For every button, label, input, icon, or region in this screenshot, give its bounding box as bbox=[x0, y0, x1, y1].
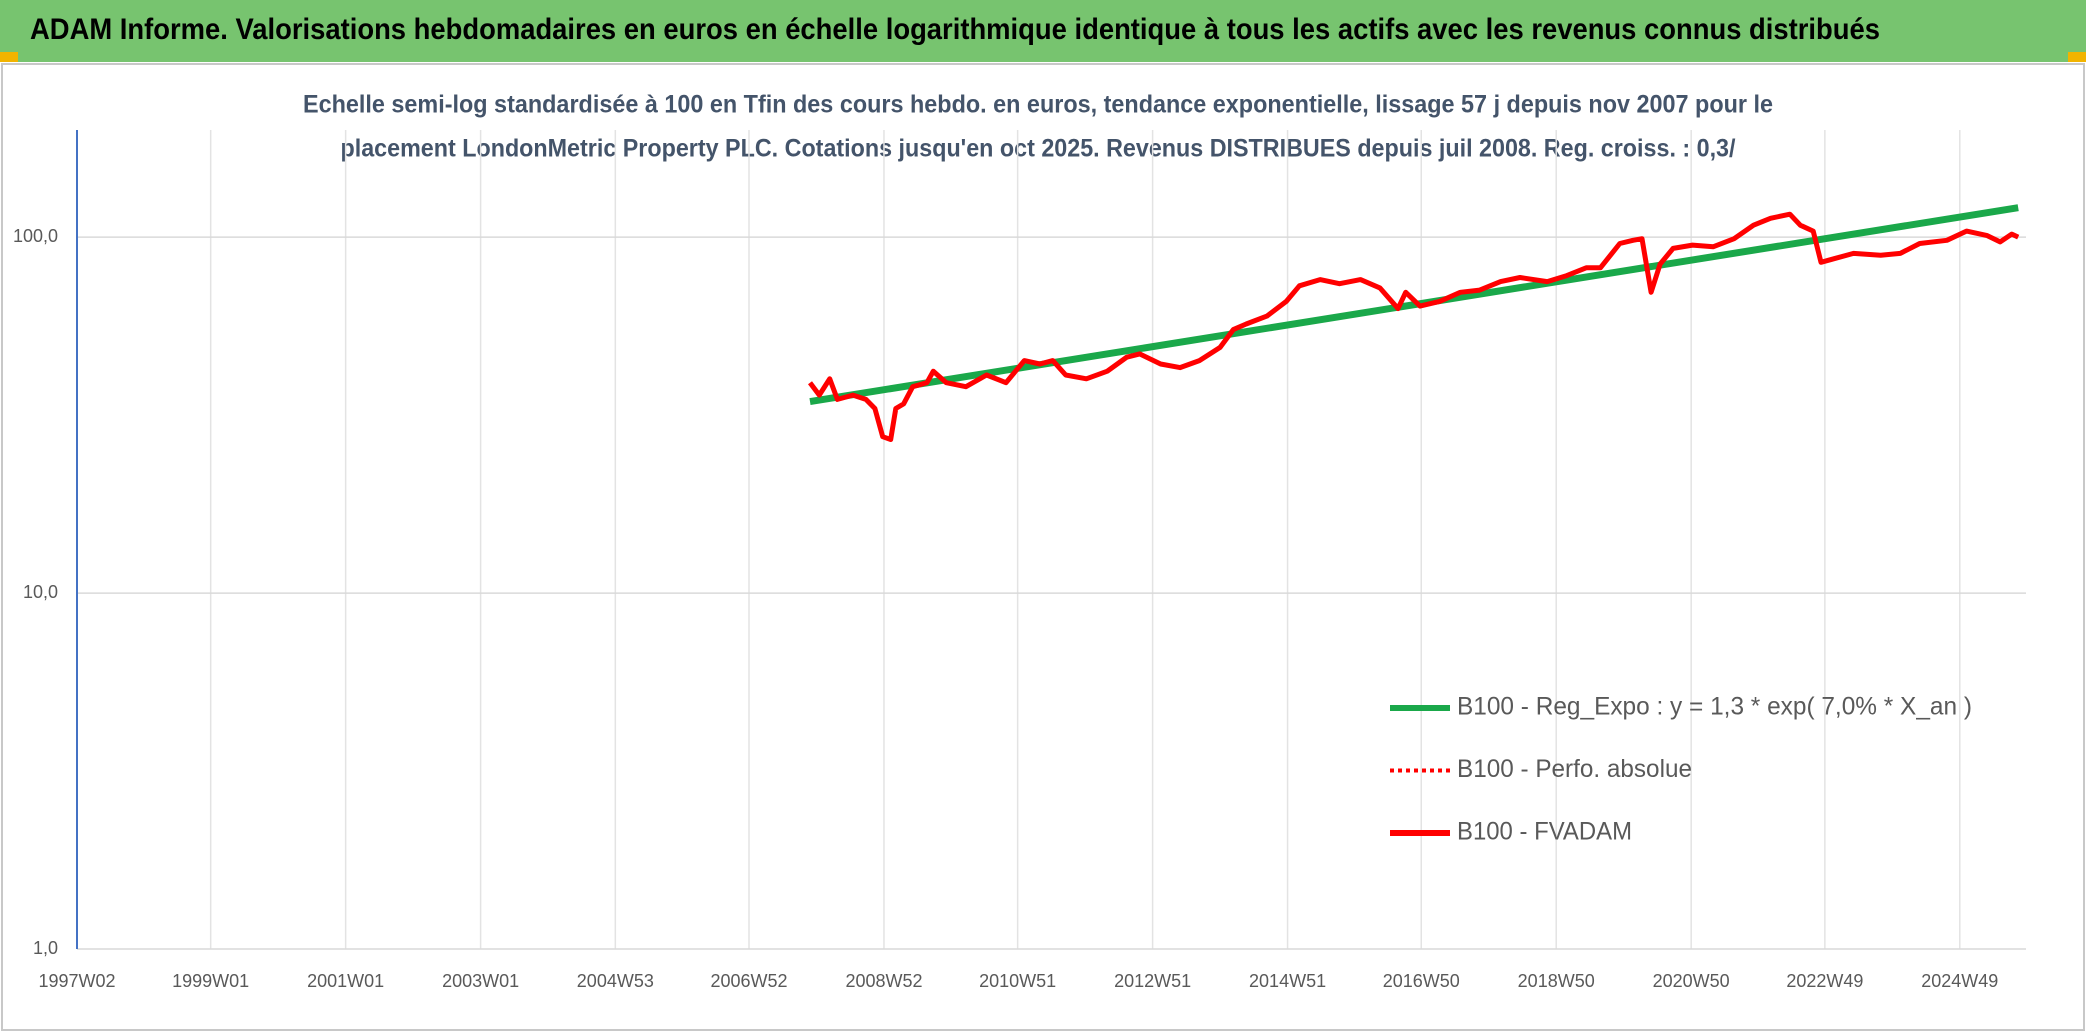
x-tick-label: 2014W51 bbox=[1249, 971, 1326, 991]
x-tick-label: 2012W51 bbox=[1114, 971, 1191, 991]
header-bar bbox=[0, 0, 2086, 62]
chart-subtitle: placement LondonMetric Property PLC. Cot… bbox=[341, 135, 1736, 163]
x-tick-label: 2008W52 bbox=[845, 971, 922, 991]
chart-frame bbox=[1, 63, 2085, 1031]
x-tick-label: 2006W52 bbox=[710, 971, 787, 991]
y-tick-label: 100,0 bbox=[13, 226, 58, 246]
corner-mark bbox=[0, 52, 18, 62]
y-tick-label: 10,0 bbox=[23, 582, 58, 602]
x-tick-label: 2020W50 bbox=[1653, 971, 1730, 991]
x-tick-label: 2003W01 bbox=[442, 971, 519, 991]
y-tick-label: 1,0 bbox=[33, 938, 58, 958]
page-title: ADAM Informe. Valorisations hebdomadaire… bbox=[30, 13, 1880, 46]
x-tick-label: 2024W49 bbox=[1921, 971, 1998, 991]
legend-label: B100 - FVADAM bbox=[1457, 818, 1632, 846]
corner-mark bbox=[2068, 52, 2086, 62]
x-tick-label: 2018W50 bbox=[1518, 971, 1595, 991]
x-tick-label: 2010W51 bbox=[979, 971, 1056, 991]
x-tick-label: 1999W01 bbox=[172, 971, 249, 991]
x-tick-label: 1997W02 bbox=[38, 971, 115, 991]
x-tick-label: 2004W53 bbox=[577, 971, 654, 991]
x-tick-label: 2001W01 bbox=[307, 971, 384, 991]
legend-label: B100 - Perfo. absolue bbox=[1457, 755, 1692, 783]
x-tick-label: 2022W49 bbox=[1786, 971, 1863, 991]
x-tick-label: 2016W50 bbox=[1383, 971, 1460, 991]
legend-label: B100 - Reg_Expo : y = 1,3 * exp( 7,0% * … bbox=[1457, 693, 1972, 721]
series-line bbox=[808, 211, 2020, 442]
chart-subtitle: Echelle semi-log standardisée à 100 en T… bbox=[303, 91, 1773, 119]
